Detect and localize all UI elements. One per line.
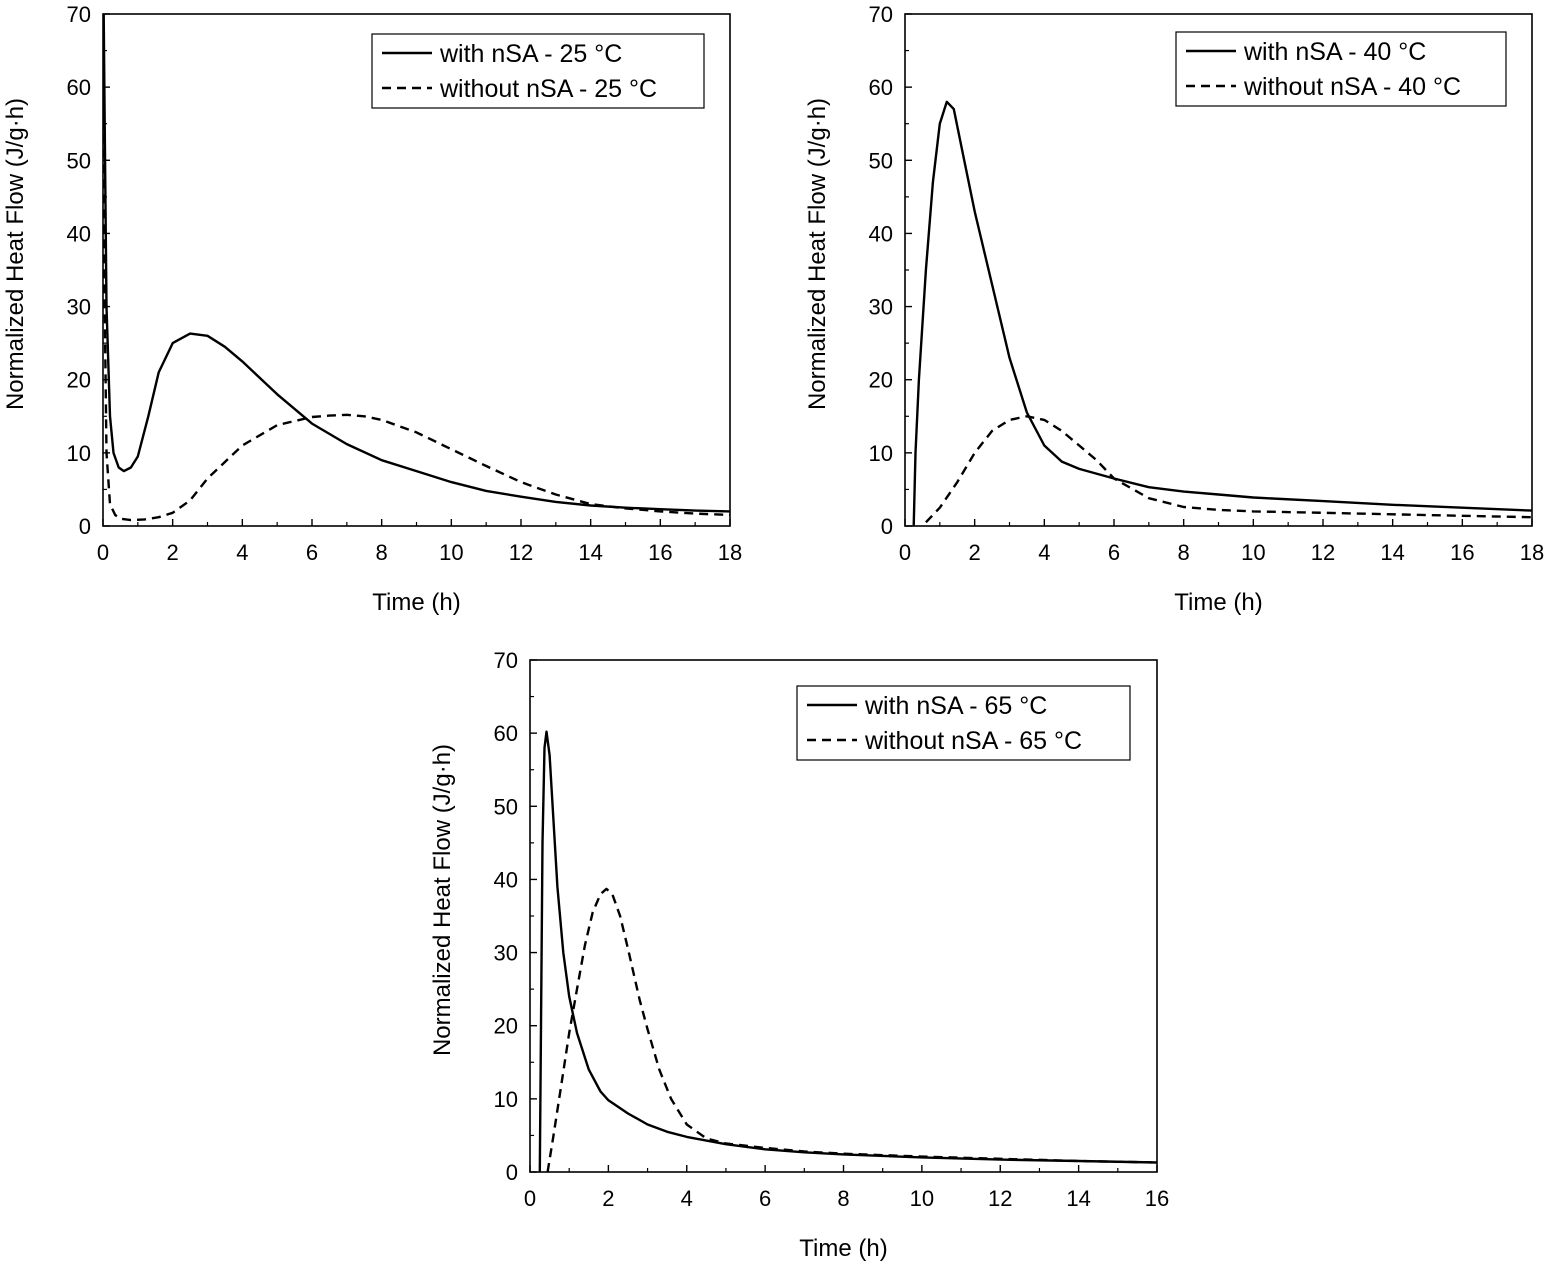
y-tick-label: 10: [494, 1087, 518, 1112]
series-group: [538, 730, 1157, 1172]
x-tick-label: 12: [988, 1186, 1012, 1211]
chart-panel-2: 0 2 4 6 8 10 12 14 16 18 0 10 20 30 40 50 60 70 Time (h) No…: [804, 2, 1544, 616]
x-tick-label: 2: [969, 540, 981, 565]
chart-panel-1: 0 2 4 6 8 10 12 14 16 18 0 10 20 30 40 50 60 70 Time (h) No…: [2, 2, 742, 616]
x-tick-label: 18: [718, 540, 742, 565]
legend-label: without nSA - 40 °C: [1243, 73, 1461, 101]
x-tick-label: 2: [602, 1186, 614, 1211]
x-tick-label: 6: [759, 1186, 771, 1211]
x-tick-label: 10: [439, 540, 463, 565]
y-tick-label: 50: [494, 794, 518, 819]
y-tick-label: 0: [506, 1160, 518, 1185]
x-tick-label: 14: [578, 540, 602, 565]
y-tick-label: 70: [494, 648, 518, 673]
legend: with nSA - 25 °C without nSA - 25 °C: [371, 33, 705, 109]
chart-panel-3: 0 2 4 6 8 10 12 14 16 0 10 20 30 40 50 60 70 Time (h) Norm…: [429, 648, 1169, 1262]
legend: with nSA - 65 °C without nSA - 65 °C: [796, 685, 1131, 761]
x-tick-label: 0: [524, 1186, 536, 1211]
series-line-with-nsa: [538, 730, 1157, 1172]
x-tick-label: 4: [1038, 540, 1050, 565]
x-tick-label: 2: [167, 540, 179, 565]
x-tick-label: 16: [648, 540, 672, 565]
x-tick-label: 0: [899, 540, 911, 565]
series-group: [912, 100, 1532, 526]
y-tick-label: 40: [67, 221, 91, 246]
x-tick-label: 6: [1108, 540, 1120, 565]
y-tick-label: 70: [67, 2, 91, 27]
y-tick-label: 0: [79, 514, 91, 539]
x-tick-label: 4: [681, 1186, 693, 1211]
y-tick-label: 60: [494, 721, 518, 746]
x-tick-label: 10: [1241, 540, 1265, 565]
x-tick-label: 14: [1066, 1186, 1090, 1211]
x-tick-label: 6: [306, 540, 318, 565]
legend-label: with nSA - 25 °C: [439, 40, 622, 68]
y-tick-label: 0: [881, 514, 893, 539]
y-tick-label: 60: [869, 75, 893, 100]
x-tick-label: 8: [1178, 540, 1190, 565]
legend-label: without nSA - 25 °C: [439, 75, 657, 103]
x-tick-label: 8: [837, 1186, 849, 1211]
x-tick-label: 12: [509, 540, 533, 565]
x-axis-title: Time (h): [799, 1235, 887, 1262]
series-line-with-nsa: [103, 14, 730, 513]
y-axis-title: Normalized Heat Flow (J/g·h): [804, 98, 831, 410]
legend-box: [371, 33, 705, 109]
x-tick-label: 12: [1311, 540, 1335, 565]
y-axis-title: Normalized Heat Flow (J/g·h): [429, 744, 456, 1056]
y-tick-label: 40: [869, 221, 893, 246]
x-tick-label: 16: [1145, 1186, 1169, 1211]
y-tick-label: 40: [494, 867, 518, 892]
series-line-without-nsa: [103, 14, 730, 522]
legend: with nSA - 40 °C without nSA - 40 °C: [1175, 31, 1507, 107]
y-axis-title: Normalized Heat Flow (J/g·h): [2, 98, 29, 410]
x-tick-label: 10: [910, 1186, 934, 1211]
x-tick-label: 14: [1380, 540, 1404, 565]
y-tick-label: 20: [67, 368, 91, 393]
x-tick-label: 4: [236, 540, 248, 565]
legend-label: without nSA - 65 °C: [864, 727, 1082, 755]
x-tick-label: 16: [1450, 540, 1474, 565]
legend-label: with nSA - 65 °C: [864, 692, 1047, 720]
legend-box: [1175, 31, 1507, 107]
y-tick-label: 30: [494, 941, 518, 966]
legend-label: with nSA - 40 °C: [1243, 38, 1426, 66]
series-group: [103, 14, 730, 522]
y-tick-label: 70: [869, 2, 893, 27]
y-tick-label: 30: [67, 295, 91, 320]
series-line-without-nsa: [546, 887, 1157, 1172]
x-tick-label: 18: [1520, 540, 1544, 565]
y-tick-label: 50: [67, 148, 91, 173]
x-tick-label: 0: [97, 540, 109, 565]
legend-box: [796, 685, 1131, 761]
series-line-with-nsa: [912, 100, 1532, 526]
y-tick-label: 10: [869, 441, 893, 466]
y-tick-label: 20: [869, 368, 893, 393]
y-tick-label: 10: [67, 441, 91, 466]
x-tick-label: 8: [376, 540, 388, 565]
x-axis-title: Time (h): [372, 589, 460, 616]
y-tick-label: 20: [494, 1014, 518, 1039]
y-tick-label: 60: [67, 75, 91, 100]
x-axis-title: Time (h): [1174, 589, 1262, 616]
y-tick-label: 30: [869, 295, 893, 320]
y-tick-label: 50: [869, 148, 893, 173]
